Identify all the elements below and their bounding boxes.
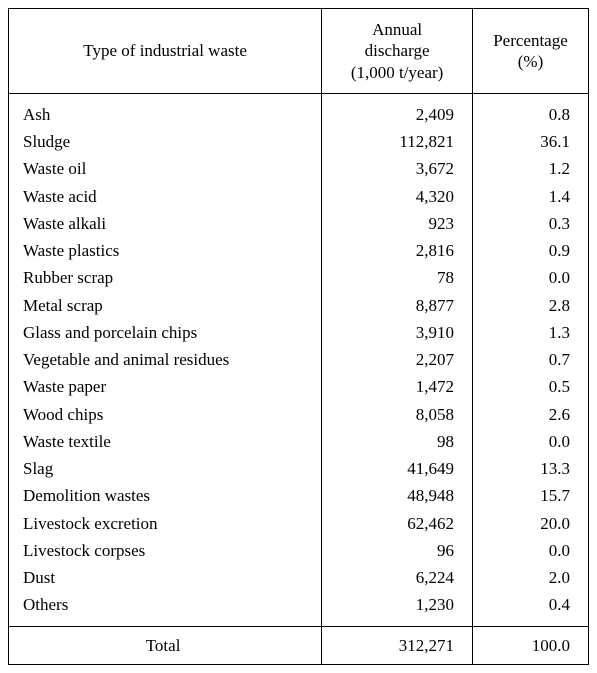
table-row: Vegetable and animal residues2,2070.7 — [9, 346, 589, 373]
cell-pct: 1.3 — [472, 319, 588, 346]
cell-pct: 0.5 — [472, 373, 588, 400]
col-header-discharge: Annualdischarge(1,000 t/year) — [322, 9, 473, 94]
table-row: Rubber scrap780.0 — [9, 264, 589, 291]
cell-discharge: 2,816 — [322, 237, 473, 264]
cell-type: Sludge — [9, 128, 322, 155]
cell-discharge: 112,821 — [322, 128, 473, 155]
table-row: Waste alkali9230.3 — [9, 210, 589, 237]
cell-pct: 0.8 — [472, 93, 588, 128]
cell-pct: 2.0 — [472, 564, 588, 591]
table-total-row: Total 312,271 100.0 — [9, 626, 589, 664]
cell-discharge: 1,230 — [322, 591, 473, 626]
cell-pct: 0.0 — [472, 537, 588, 564]
total-pct: 100.0 — [472, 626, 588, 664]
cell-discharge: 8,058 — [322, 401, 473, 428]
cell-pct: 13.3 — [472, 455, 588, 482]
cell-pct: 0.9 — [472, 237, 588, 264]
cell-discharge: 98 — [322, 428, 473, 455]
cell-type: Ash — [9, 93, 322, 128]
cell-pct: 36.1 — [472, 128, 588, 155]
table-row: Glass and porcelain chips3,9101.3 — [9, 319, 589, 346]
table-row: Waste paper1,4720.5 — [9, 373, 589, 400]
cell-type: Demolition wastes — [9, 482, 322, 509]
cell-discharge: 923 — [322, 210, 473, 237]
cell-pct: 1.2 — [472, 155, 588, 182]
cell-pct: 0.7 — [472, 346, 588, 373]
cell-type: Waste textile — [9, 428, 322, 455]
table-row: Waste acid4,3201.4 — [9, 183, 589, 210]
cell-pct: 2.6 — [472, 401, 588, 428]
cell-pct: 0.0 — [472, 264, 588, 291]
cell-type: Waste paper — [9, 373, 322, 400]
cell-discharge: 4,320 — [322, 183, 473, 210]
cell-pct: 0.0 — [472, 428, 588, 455]
cell-type: Rubber scrap — [9, 264, 322, 291]
table-row: Livestock corpses960.0 — [9, 537, 589, 564]
cell-discharge: 96 — [322, 537, 473, 564]
cell-pct: 15.7 — [472, 482, 588, 509]
table-row: Livestock excretion62,46220.0 — [9, 510, 589, 537]
cell-type: Livestock excretion — [9, 510, 322, 537]
table-header-row: Type of industrial waste Annualdischarge… — [9, 9, 589, 94]
cell-pct: 0.3 — [472, 210, 588, 237]
table-row: Demolition wastes48,94815.7 — [9, 482, 589, 509]
col-header-pct: Percentage(%) — [472, 9, 588, 94]
table-row: Waste oil3,6721.2 — [9, 155, 589, 182]
cell-type: Slag — [9, 455, 322, 482]
cell-discharge: 3,910 — [322, 319, 473, 346]
cell-pct: 0.4 — [472, 591, 588, 626]
table-row: Metal scrap8,8772.8 — [9, 292, 589, 319]
cell-type: Glass and porcelain chips — [9, 319, 322, 346]
cell-discharge: 48,948 — [322, 482, 473, 509]
cell-type: Metal scrap — [9, 292, 322, 319]
total-discharge: 312,271 — [322, 626, 473, 664]
cell-pct: 20.0 — [472, 510, 588, 537]
cell-type: Wood chips — [9, 401, 322, 428]
cell-discharge: 41,649 — [322, 455, 473, 482]
table-row: Waste plastics2,8160.9 — [9, 237, 589, 264]
cell-type: Vegetable and animal residues — [9, 346, 322, 373]
table-row: Dust6,2242.0 — [9, 564, 589, 591]
table-row: Waste textile980.0 — [9, 428, 589, 455]
cell-discharge: 8,877 — [322, 292, 473, 319]
cell-type: Livestock corpses — [9, 537, 322, 564]
table-row: Slag41,64913.3 — [9, 455, 589, 482]
table-body: Ash2,4090.8Sludge112,82136.1Waste oil3,6… — [9, 93, 589, 626]
cell-discharge: 2,409 — [322, 93, 473, 128]
cell-discharge: 2,207 — [322, 346, 473, 373]
cell-discharge: 3,672 — [322, 155, 473, 182]
table-row: Others1,2300.4 — [9, 591, 589, 626]
total-label: Total — [9, 626, 322, 664]
table-row: Sludge112,82136.1 — [9, 128, 589, 155]
cell-type: Waste alkali — [9, 210, 322, 237]
cell-type: Waste plastics — [9, 237, 322, 264]
cell-discharge: 62,462 — [322, 510, 473, 537]
cell-type: Dust — [9, 564, 322, 591]
cell-type: Others — [9, 591, 322, 626]
cell-type: Waste oil — [9, 155, 322, 182]
cell-discharge: 78 — [322, 264, 473, 291]
industrial-waste-table: Type of industrial waste Annualdischarge… — [8, 8, 589, 665]
table-row: Ash2,4090.8 — [9, 93, 589, 128]
table-row: Wood chips8,0582.6 — [9, 401, 589, 428]
cell-discharge: 6,224 — [322, 564, 473, 591]
cell-pct: 1.4 — [472, 183, 588, 210]
cell-discharge: 1,472 — [322, 373, 473, 400]
cell-pct: 2.8 — [472, 292, 588, 319]
col-header-type: Type of industrial waste — [9, 9, 322, 94]
cell-type: Waste acid — [9, 183, 322, 210]
